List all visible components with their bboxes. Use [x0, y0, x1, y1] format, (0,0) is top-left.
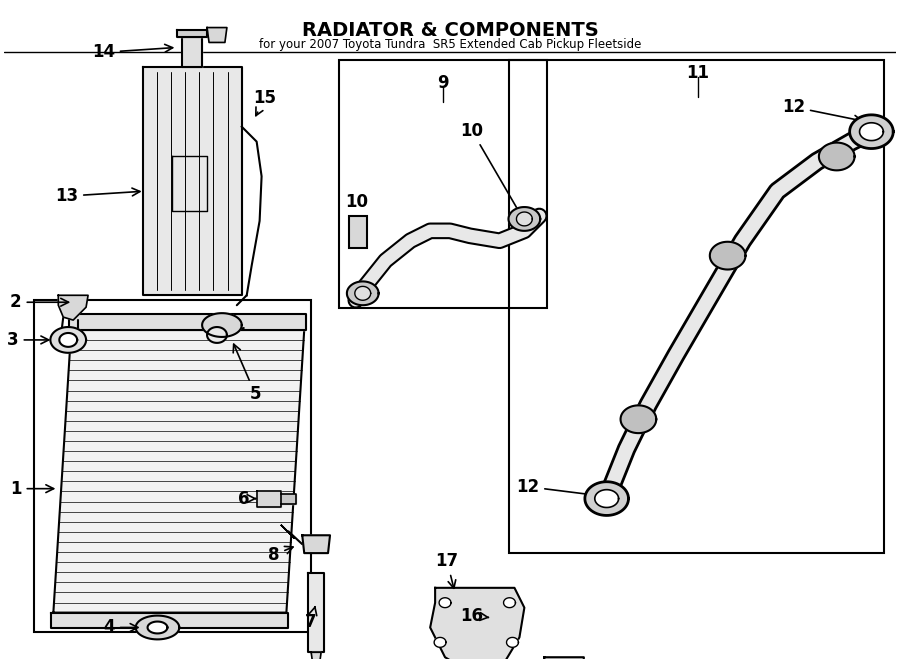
- Text: 17: 17: [436, 552, 459, 589]
- Polygon shape: [355, 287, 371, 301]
- Polygon shape: [430, 588, 525, 662]
- Text: 20: 20: [0, 661, 1, 662]
- Polygon shape: [819, 142, 855, 170]
- Text: 9: 9: [437, 74, 449, 92]
- Polygon shape: [58, 295, 88, 320]
- Text: 6: 6: [238, 490, 256, 508]
- Text: 3: 3: [7, 331, 49, 349]
- Text: 8: 8: [268, 546, 293, 564]
- Text: 18: 18: [0, 661, 1, 662]
- Polygon shape: [53, 330, 304, 612]
- Polygon shape: [346, 281, 379, 305]
- Polygon shape: [517, 212, 532, 226]
- Text: 14: 14: [92, 43, 173, 62]
- Text: 12: 12: [516, 478, 602, 499]
- Text: 13: 13: [55, 187, 140, 205]
- Text: 21: 21: [0, 661, 1, 662]
- Polygon shape: [207, 327, 227, 343]
- Polygon shape: [282, 526, 294, 538]
- Text: 12: 12: [782, 98, 862, 123]
- Text: 10: 10: [346, 193, 368, 227]
- Text: 19: 19: [0, 661, 1, 662]
- Polygon shape: [148, 622, 167, 634]
- Polygon shape: [142, 68, 242, 295]
- Polygon shape: [595, 490, 618, 508]
- Polygon shape: [51, 612, 288, 628]
- Polygon shape: [504, 598, 516, 608]
- Polygon shape: [50, 327, 86, 353]
- Polygon shape: [585, 482, 628, 516]
- Polygon shape: [544, 657, 584, 662]
- Polygon shape: [850, 115, 893, 148]
- Text: for your 2007 Toyota Tundra  SR5 Extended Cab Pickup Fleetside: for your 2007 Toyota Tundra SR5 Extended…: [259, 38, 641, 52]
- Polygon shape: [302, 536, 330, 553]
- Text: 4: 4: [104, 618, 138, 636]
- Text: RADIATOR & COMPONENTS: RADIATOR & COMPONENTS: [302, 21, 598, 40]
- Polygon shape: [860, 122, 883, 140]
- Text: 22: 22: [0, 661, 1, 662]
- Text: 10: 10: [460, 122, 522, 217]
- Text: 1: 1: [10, 480, 54, 498]
- Polygon shape: [202, 313, 242, 337]
- Polygon shape: [69, 314, 306, 330]
- Polygon shape: [308, 573, 324, 652]
- Bar: [33, 301, 311, 632]
- Polygon shape: [282, 494, 296, 504]
- Polygon shape: [59, 333, 77, 347]
- Polygon shape: [439, 598, 451, 608]
- Bar: [349, 216, 366, 248]
- Text: 16: 16: [460, 606, 489, 624]
- Polygon shape: [177, 30, 207, 38]
- Polygon shape: [207, 28, 227, 42]
- Text: 7: 7: [305, 606, 317, 631]
- Polygon shape: [311, 652, 321, 662]
- Polygon shape: [710, 242, 745, 269]
- Polygon shape: [136, 616, 179, 639]
- Polygon shape: [508, 207, 540, 231]
- Polygon shape: [434, 638, 446, 647]
- Polygon shape: [183, 38, 202, 68]
- Text: 15: 15: [254, 89, 276, 116]
- Bar: [509, 60, 885, 553]
- Text: 11: 11: [687, 64, 709, 82]
- Bar: [339, 60, 547, 308]
- Text: 2: 2: [10, 293, 68, 311]
- Polygon shape: [621, 405, 656, 433]
- Polygon shape: [256, 491, 282, 506]
- Text: 5: 5: [233, 344, 261, 403]
- Polygon shape: [507, 638, 518, 647]
